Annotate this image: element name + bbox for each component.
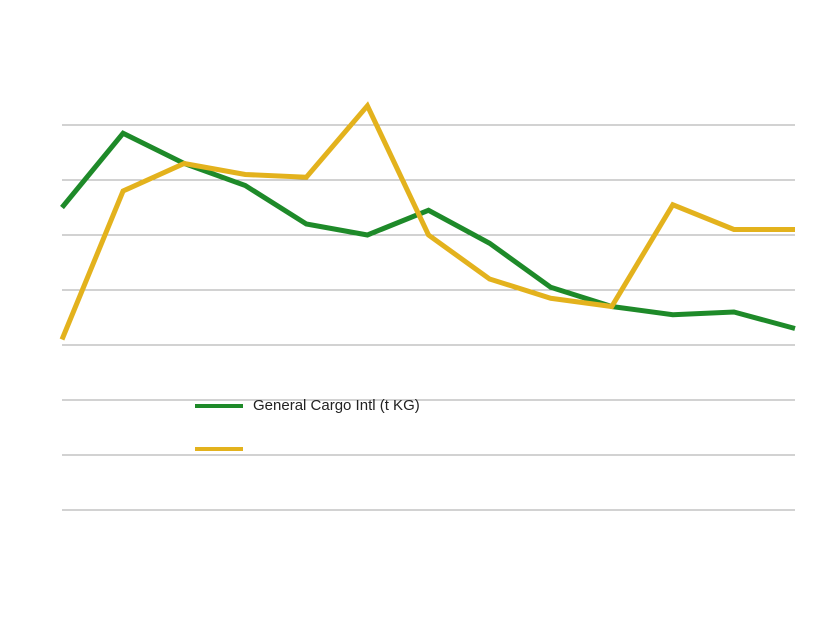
legend-label-series-a: General Cargo Intl (t KG) xyxy=(253,397,420,414)
legend-item-series-a: General Cargo Intl (t KG) xyxy=(195,397,420,414)
legend-swatch-series-a xyxy=(195,404,243,408)
line-chart: General Cargo Intl (t KG) xyxy=(0,0,827,617)
legend-item-series-b xyxy=(195,447,253,451)
series-line-series_b xyxy=(62,106,795,340)
chart-canvas xyxy=(0,0,827,617)
legend-swatch-series-b xyxy=(195,447,243,451)
